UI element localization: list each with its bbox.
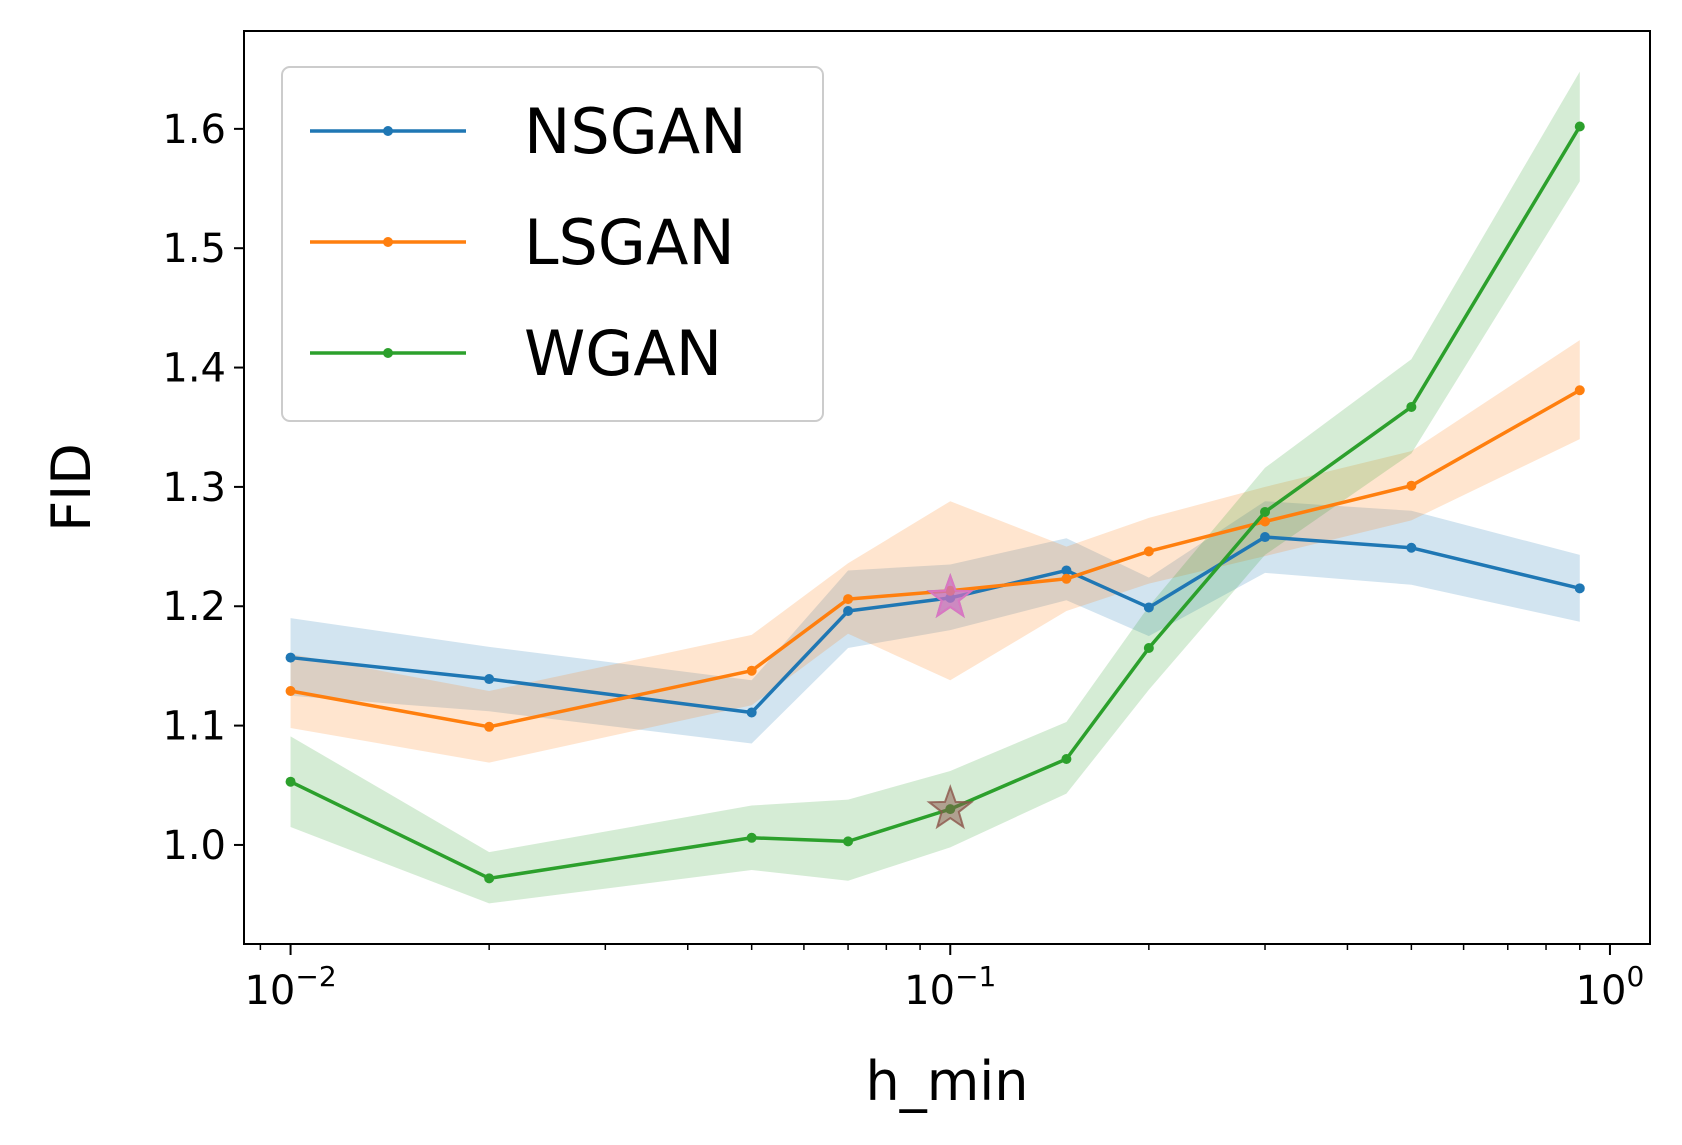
legend: NSGAN LSGAN WGAN [281, 66, 824, 422]
x-tick-label: 10−2 [244, 960, 336, 1014]
confidence-bands [290, 71, 1580, 904]
band-lsgan [290, 340, 1580, 763]
point-lsgan [1260, 516, 1271, 527]
y-tick-label: 1.3 [162, 465, 226, 511]
legend-box [281, 66, 824, 422]
point-lsgan [1574, 385, 1585, 396]
point-nsgan [1260, 532, 1271, 543]
point-wgan [746, 832, 757, 843]
line-wgan [289, 125, 1582, 881]
plot-frame [243, 30, 1651, 945]
point-wgan [1143, 643, 1154, 654]
legend-label-wgan: WGAN [524, 317, 722, 390]
series-lines [285, 121, 1585, 884]
point-lsgan [285, 685, 296, 696]
line-lsgan [290, 388, 1581, 729]
point-lsgan [1406, 480, 1417, 491]
legend-label-nsgan: NSGAN [524, 95, 747, 168]
point-wgan [1574, 121, 1585, 132]
y-axis-label: FID [40, 443, 103, 532]
y-tick-label: 1.2 [162, 584, 226, 630]
point-lsgan [746, 665, 757, 676]
band-nsgan [290, 501, 1580, 744]
star-marker [926, 572, 975, 619]
star-marker [926, 784, 975, 830]
y-tick-label: 1.4 [162, 346, 226, 392]
point-wgan [285, 776, 296, 787]
point-nsgan [843, 606, 854, 617]
point-wgan [843, 836, 854, 847]
point-wgan [1406, 401, 1417, 412]
point-lsgan [843, 594, 854, 605]
point-nsgan [1574, 583, 1585, 594]
x-tick-label: 100 [1576, 960, 1645, 1014]
point-lsgan [484, 721, 495, 732]
point-wgan [1260, 506, 1271, 517]
point-wgan [484, 873, 495, 884]
y-tick-label: 1.6 [162, 107, 226, 153]
point-wgan [1061, 754, 1072, 765]
point-nsgan [285, 652, 296, 663]
legend-label-lsgan: LSGAN [524, 206, 735, 279]
y-tick-label: 1.5 [162, 226, 226, 272]
highlight-markers [926, 572, 975, 830]
legend-marker-wgan [383, 348, 393, 358]
point-nsgan [1061, 565, 1072, 576]
band-wgan [290, 71, 1580, 904]
point-nsgan [484, 674, 495, 685]
point-nsgan [1143, 602, 1154, 613]
point-lsgan [1143, 546, 1154, 557]
tick-labels: 1.0 1.1 1.2 1.3 1.4 1.5 1.6 10−2 10−1 100 [162, 107, 1644, 1014]
point-lsgan [1061, 573, 1072, 584]
point-nsgan [746, 707, 757, 718]
point-nsgan [1406, 542, 1417, 553]
y-tick-label: 1.0 [162, 823, 226, 869]
legend-marker-lsgan [383, 237, 393, 247]
x-axis-label: h_min [865, 1050, 1028, 1113]
y-tick-label: 1.1 [162, 704, 226, 750]
legend-marker-nsgan [383, 126, 393, 136]
x-tick-label: 10−1 [904, 960, 996, 1014]
